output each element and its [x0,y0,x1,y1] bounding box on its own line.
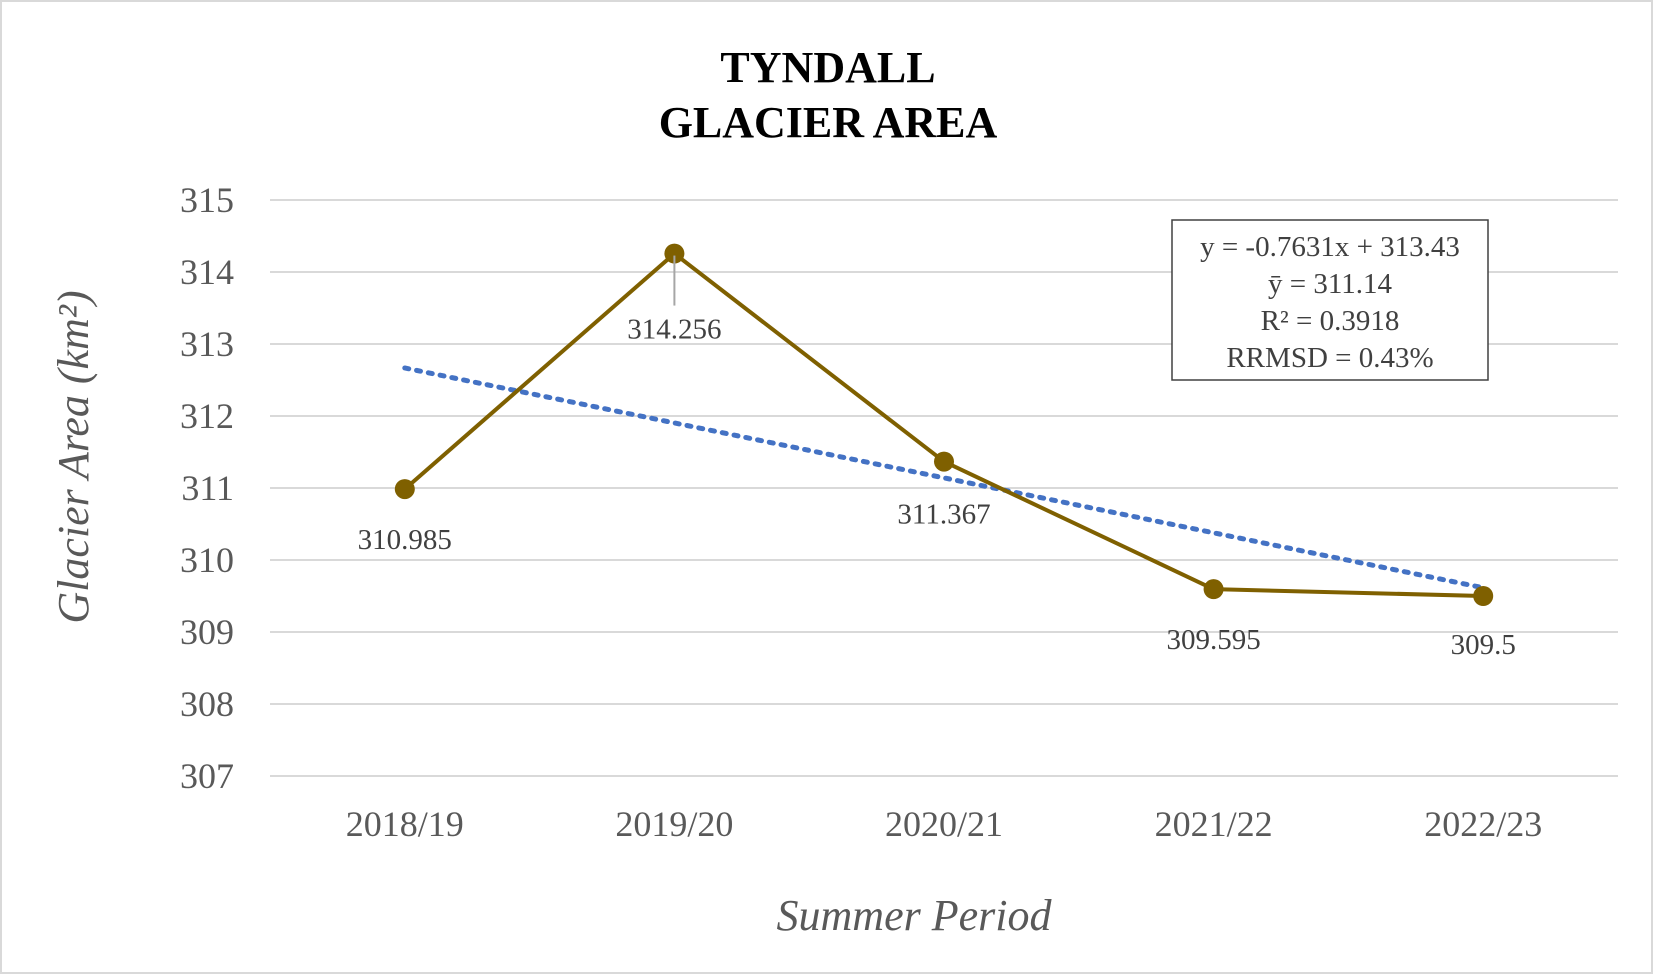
chart-title-line-1: TYNDALL [720,43,935,92]
equation-line-2: ȳ = 311.14 [1268,268,1393,300]
y-tick-label-314: 314 [180,252,234,292]
data-label-4: 309.5 [1451,629,1516,661]
data-label-2: 311.367 [897,499,990,531]
x-tick-label-0: 2018/19 [346,804,464,844]
y-tick-label-313: 313 [180,324,234,364]
equation-line-4: RRMSD = 0.43% [1226,342,1433,374]
y-axis-label: Glacier Area (km²) [49,290,98,623]
y-tick-label-311: 311 [181,468,234,508]
data-labels: 310.985 314.256 311.367 309.595 309.5 [358,255,1516,661]
equation-line-1: y = -0.7631x + 313.43 [1200,231,1460,263]
x-axis-ticks: 2018/19 2019/20 2020/21 2021/22 2022/23 [346,804,1542,844]
y-tick-label-308: 308 [180,684,234,724]
y-tick-label-309: 309 [180,612,234,652]
gridlines [270,199,1618,777]
data-point-0 [394,479,415,500]
x-tick-label-3: 2021/22 [1155,804,1273,844]
y-tick-label-312: 312 [180,396,234,436]
data-point-1 [664,243,685,264]
trendline-path [402,365,1486,591]
data-point-2 [934,451,954,472]
series-glacier-area [394,243,1494,606]
y-axis-ticks: 307 308 309 310 311 312 313 314 315 [180,180,234,796]
trendline-equation-box: y = -0.7631x + 313.43 ȳ = 311.14 R² = 0.… [1171,219,1489,381]
y-tick-label-315: 315 [180,180,234,220]
data-label-3: 309.595 [1166,624,1260,656]
y-tick-label-307: 307 [180,756,234,796]
data-label-1: 314.256 [627,314,721,346]
chart-title-line-2: GLACIER AREA [659,98,998,147]
x-tick-label-2: 2020/21 [885,804,1003,844]
y-tick-label-310: 310 [180,540,234,580]
equation-line-3: R² = 0.3918 [1261,305,1400,337]
equation-box-border [1171,219,1489,381]
x-tick-label-4: 2022/23 [1424,804,1542,844]
data-point-3 [1203,579,1224,600]
data-point-4 [1473,586,1494,606]
x-tick-label-1: 2019/20 [615,804,733,844]
trendline [402,365,1486,591]
data-label-0: 310.985 [358,524,452,556]
x-axis-label: Summer Period [777,891,1053,940]
